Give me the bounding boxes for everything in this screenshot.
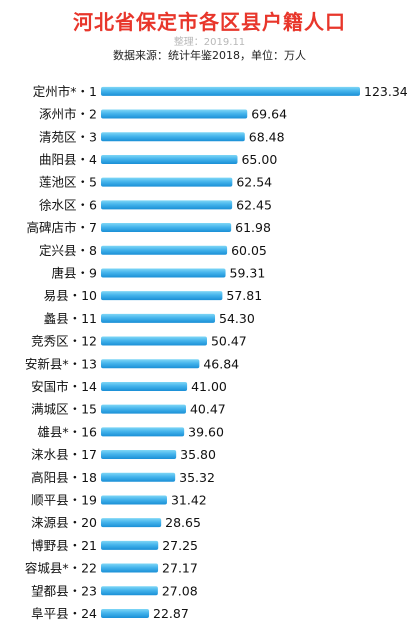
value-label: 60.05: [231, 243, 267, 258]
value-label: 31.42: [171, 492, 207, 507]
category-label: 博野县・21: [31, 538, 97, 553]
bar: [101, 223, 232, 233]
category-label: 徐水区・6: [39, 197, 97, 212]
value-label: 27.08: [162, 583, 198, 598]
bar: [101, 132, 245, 142]
category-label: 安国市・14: [31, 379, 97, 394]
value-label: 57.81: [226, 288, 262, 303]
category-label: 唐县・9: [52, 265, 98, 280]
value-label: 50.47: [211, 334, 247, 349]
bar: [101, 540, 159, 550]
value-label: 123.34: [364, 84, 408, 99]
value-label: 22.87: [153, 606, 189, 621]
category-label: 定兴县・8: [39, 243, 97, 258]
category-label: 顺平县・19: [31, 492, 97, 507]
value-label: 40.47: [190, 402, 226, 417]
bar: [101, 450, 177, 460]
category-label: 满城区・15: [31, 402, 97, 417]
bar: [101, 200, 233, 210]
bar: [101, 495, 167, 505]
category-label: 涞源县・20: [31, 515, 97, 530]
value-label: 41.00: [191, 379, 227, 394]
category-label: 高阳县・18: [31, 470, 97, 485]
value-label: 59.31: [230, 265, 266, 280]
value-label: 27.17: [162, 561, 198, 576]
value-label: 39.60: [188, 424, 224, 439]
category-label: 涞水县・17: [31, 447, 97, 462]
category-label: 曲阳县・4: [39, 152, 97, 167]
category-label: 高碑店市・7: [27, 220, 97, 235]
chart-title: 河北省保定市各区县户籍人口: [73, 10, 346, 34]
bar: [101, 291, 223, 301]
category-label: 望都县・23: [31, 583, 97, 598]
bar: [101, 268, 226, 278]
bar: [101, 472, 176, 482]
category-label: 莲池区・5: [39, 175, 97, 190]
value-label: 65.00: [241, 152, 277, 167]
value-label: 68.48: [249, 129, 285, 144]
bar: [101, 381, 188, 391]
value-label: 28.65: [165, 515, 201, 530]
category-label: 清苑区・3: [39, 129, 97, 144]
category-label: 安新县*・13: [25, 356, 97, 371]
value-label: 69.64: [251, 107, 287, 122]
source-text: 数据来源：统计年鉴2018，单位：万人: [113, 49, 306, 62]
category-label: 涿州市・2: [39, 107, 97, 122]
bar: [101, 86, 360, 96]
bar: [101, 608, 150, 618]
bar: [101, 336, 207, 346]
bar: [101, 359, 200, 369]
bar: [101, 518, 162, 528]
bar: [101, 154, 238, 164]
category-label: 阜平县・24: [31, 606, 97, 621]
value-label: 35.80: [180, 447, 216, 462]
bar: [101, 245, 228, 255]
value-label: 46.84: [203, 356, 239, 371]
bar: [101, 177, 233, 187]
value-label: 62.45: [236, 197, 272, 212]
value-label: 35.32: [179, 470, 215, 485]
bar: [101, 404, 186, 414]
bar: [101, 427, 185, 437]
category-label: 容城县*・22: [25, 561, 97, 576]
bar: [101, 586, 158, 596]
category-label: 蠡县・11: [44, 311, 97, 326]
bar: [101, 109, 248, 119]
bar: [101, 563, 159, 573]
category-label: 定州市*・1: [33, 84, 97, 99]
value-label: 27.25: [162, 538, 198, 553]
value-label: 54.30: [219, 311, 255, 326]
category-label: 竞秀区・12: [31, 334, 97, 349]
category-label: 雄县*・16: [37, 424, 97, 439]
value-label: 61.98: [235, 220, 271, 235]
credit-text: 整理：2019.11: [173, 37, 246, 48]
category-label: 易县・10: [44, 288, 97, 303]
bar: [101, 313, 216, 323]
value-label: 62.54: [236, 175, 272, 190]
